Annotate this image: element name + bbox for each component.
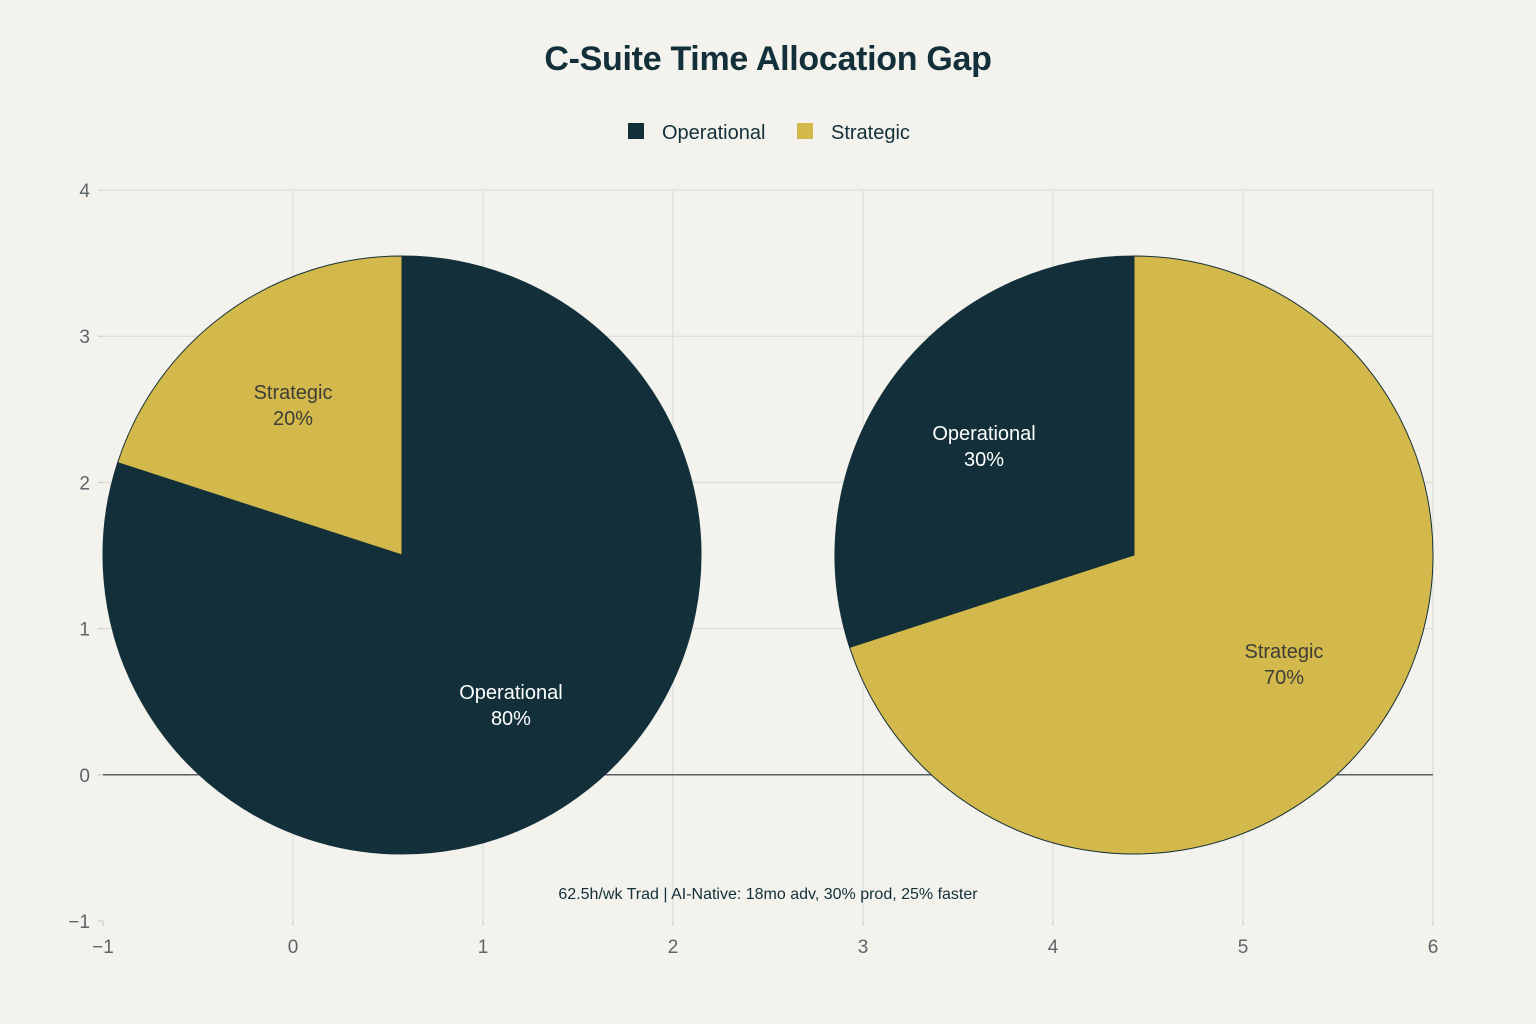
slice-label-name: Strategic (254, 382, 333, 404)
y-tick-label: 1 (79, 620, 90, 641)
y-tick-label: 4 (79, 181, 90, 202)
chart-title: C-Suite Time Allocation Gap (544, 40, 992, 78)
slice-label-value: 70% (1264, 667, 1304, 689)
y-tick-label: −1 (68, 912, 90, 933)
legend: Operational Strategic (628, 122, 910, 144)
pie-2-slice-operational (834, 255, 1135, 649)
x-tick-label: 5 (1238, 937, 1249, 958)
pies (102, 255, 1434, 855)
y-tick-label: 3 (79, 327, 90, 348)
legend-label-operational: Operational (662, 122, 765, 144)
slice-label-name: Strategic (1245, 641, 1324, 663)
slice-label-value: 20% (273, 408, 313, 430)
y-tick-label: 2 (79, 473, 90, 494)
legend-label-strategic: Strategic (831, 122, 910, 144)
legend-swatch-operational (628, 123, 644, 139)
slice-label-value: 80% (491, 708, 531, 730)
pie-2-slice-strategic (849, 255, 1434, 855)
x-tick-label: −1 (92, 937, 114, 958)
slice-label-value: 30% (964, 449, 1004, 471)
x-tick-label: 4 (1048, 937, 1059, 958)
x-tick-label: 1 (478, 937, 489, 958)
y-tick-label: 0 (79, 766, 90, 787)
x-tick-label: 2 (668, 937, 679, 958)
legend-swatch-strategic (797, 123, 813, 139)
x-tick-label: 3 (858, 937, 869, 958)
pie-1-slice-strategic (117, 255, 403, 556)
x-tick-label: 6 (1428, 937, 1439, 958)
slice-label-name: Operational (932, 423, 1035, 445)
annotation: 62.5h/wk Trad | AI-Native: 18mo adv, 30%… (558, 886, 978, 903)
x-tick-label: 0 (288, 937, 299, 958)
axes: −1 0 1 2 3 4 5 6 −1 0 1 2 3 4 (68, 181, 1438, 958)
slice-labels: Operational 80% Strategic 20% Operational 30%… (254, 382, 1324, 730)
slice-label-name: Operational (459, 682, 562, 704)
